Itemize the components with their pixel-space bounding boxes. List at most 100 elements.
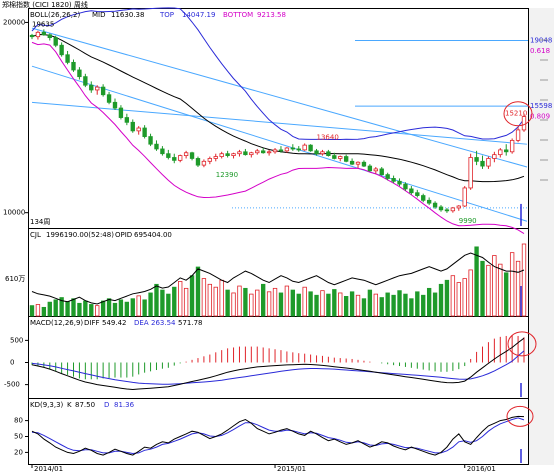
- kd-highlight-circle: [506, 405, 534, 427]
- candle-1: [35, 30, 41, 40]
- candle-body-71: [450, 207, 456, 212]
- candle-body-60: [385, 174, 390, 179]
- kd-k-line: [31, 415, 525, 456]
- candle-55: [355, 161, 361, 168]
- boll-top-line: [31, 7, 525, 141]
- candle-body-10: [89, 84, 94, 91]
- candle-body-16: [124, 117, 130, 123]
- candle-37: [249, 151, 254, 158]
- candle-5: [59, 42, 64, 57]
- candle-23: [166, 149, 171, 160]
- candle-body-1: [35, 31, 41, 38]
- volume-bar-39: [261, 283, 266, 317]
- candle-body-82: [515, 129, 521, 141]
- volume-bar-38: [255, 289, 260, 317]
- volume-bar-22: [160, 289, 165, 317]
- candle-body-75: [474, 157, 479, 162]
- trend-line-1: [31, 65, 528, 222]
- boll-top-label: TOP: [159, 11, 174, 19]
- volume-bar-78: [492, 255, 497, 317]
- candle-69: [438, 205, 444, 212]
- candle-body-13: [106, 94, 112, 103]
- boll-top-value: 14047.19: [182, 11, 215, 19]
- candle-19: [142, 125, 147, 139]
- candle-79: [498, 147, 503, 158]
- volume-y-tick: 610万: [5, 275, 25, 283]
- volume-bar-18: [136, 295, 141, 317]
- volume-bar-45: [296, 293, 301, 317]
- volume-bar-13: [106, 298, 112, 317]
- candle-52: [338, 155, 343, 162]
- candle-67: [426, 197, 432, 206]
- candle-71: [450, 206, 456, 213]
- candle-body-61: [391, 178, 396, 182]
- x-tick-label-0: 2014/01: [34, 465, 63, 473]
- candle-36: [243, 148, 248, 156]
- volume-bar-28: [195, 266, 201, 317]
- candle-41: [272, 147, 278, 154]
- candle-body-4: [53, 37, 58, 46]
- candle-12: [100, 84, 106, 97]
- volume-bar-34: [231, 292, 236, 317]
- candle-31: [213, 153, 218, 162]
- macd-layer: 500 0 -500: [4, 331, 537, 397]
- candle-75: [474, 150, 479, 166]
- macd-dea-label: DEA: [134, 319, 149, 327]
- candle-73: [462, 186, 467, 207]
- trend-line-2: [31, 101, 528, 145]
- candle-78: [492, 151, 497, 163]
- candle-56: [361, 160, 367, 168]
- macd-value: 571.78: [178, 319, 203, 327]
- volume-bar-56: [361, 298, 367, 317]
- candle-body-17: [130, 121, 135, 132]
- volume-bar-26: [183, 287, 189, 317]
- candle-14: [112, 98, 118, 110]
- candle-body-39: [261, 150, 266, 154]
- candle-83: [521, 113, 527, 132]
- candle-body-59: [379, 168, 384, 176]
- candle-24: [172, 153, 177, 164]
- candle-body-19: [142, 127, 147, 137]
- candle-body-40: [266, 151, 272, 154]
- volume-bar-67: [426, 287, 432, 317]
- volume-value: 1996190.00(52:48): [46, 231, 114, 239]
- candle-body-43: [284, 147, 290, 152]
- boll-mid-label: MID: [92, 11, 106, 19]
- candle-body-81: [509, 139, 515, 153]
- candle-body-45: [296, 148, 301, 151]
- candle-33: [225, 150, 230, 158]
- price-annotation-1: 13640: [317, 133, 339, 141]
- candle-body-34: [231, 153, 236, 157]
- candle-30: [207, 156, 213, 165]
- candle-body-6: [65, 54, 70, 63]
- volume-bar-83: [521, 243, 527, 317]
- volume-bar-74: [468, 269, 473, 317]
- candle-body-80: [504, 149, 509, 153]
- volume-bar-37: [249, 293, 254, 317]
- volume-bar-63: [403, 293, 408, 317]
- candle-body-7: [71, 61, 76, 71]
- volume-bar-17: [130, 298, 135, 317]
- x-tick-label-1: 2015/01: [277, 465, 306, 473]
- candle-0: [29, 33, 35, 40]
- candle-63: [403, 182, 408, 191]
- candle-body-32: [219, 153, 224, 157]
- candle-65: [415, 189, 420, 198]
- candle-body-15: [118, 107, 124, 118]
- candle-body-78: [492, 154, 497, 159]
- candle-body-63: [403, 183, 408, 190]
- candle-body-72: [456, 205, 461, 209]
- boll-mid-value: 11630.38: [111, 11, 144, 19]
- candle-body-64: [409, 188, 414, 194]
- price-annotation-3: 9990: [459, 217, 477, 225]
- candle-body-68: [432, 202, 438, 208]
- candle-4: [53, 35, 58, 48]
- candle-18: [136, 126, 141, 135]
- volume-bar-55: [355, 294, 361, 317]
- candle-body-37: [249, 152, 254, 156]
- trend-line-0: [31, 27, 528, 168]
- volume-bar-80: [504, 272, 509, 317]
- candle-35: [237, 149, 242, 157]
- candle-body-30: [207, 158, 213, 162]
- candle-body-44: [290, 147, 295, 150]
